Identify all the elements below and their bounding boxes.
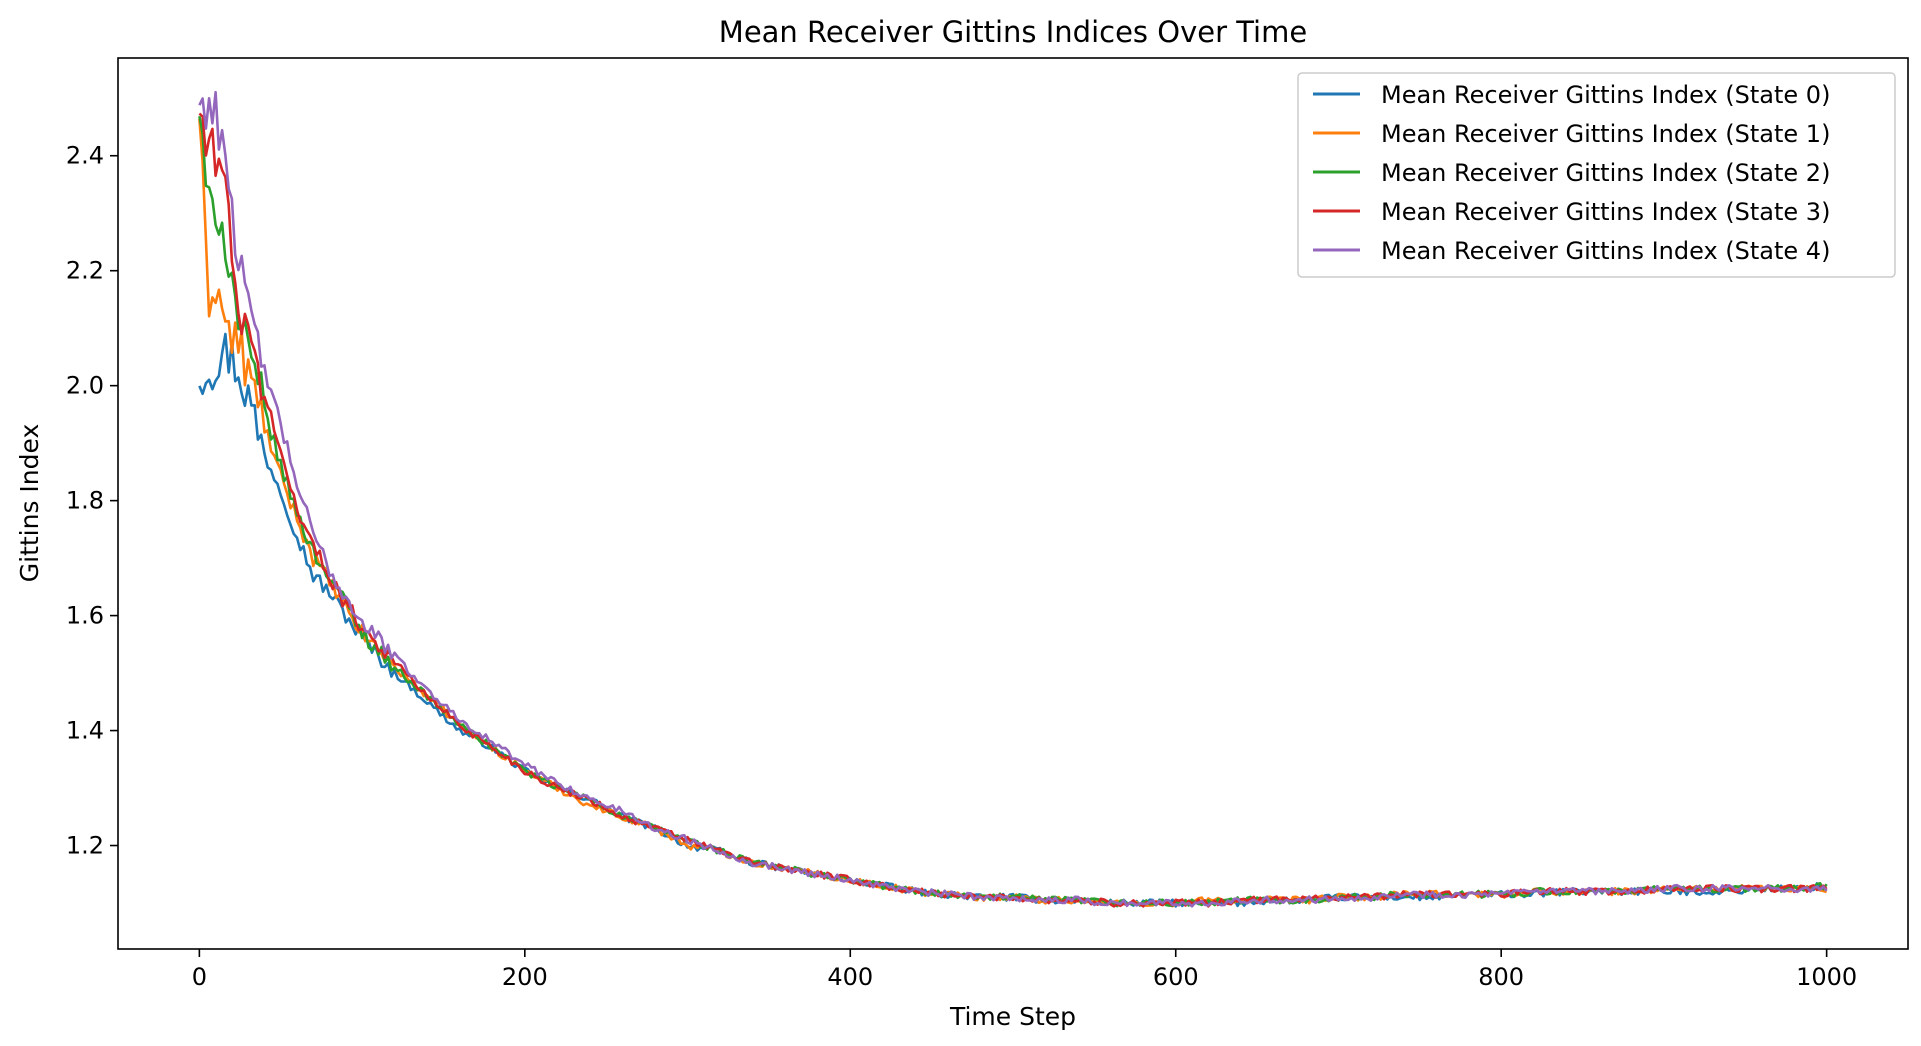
y-tick-label: 1.8: [66, 487, 104, 515]
legend-label-2: Mean Receiver Gittins Index (State 2): [1381, 159, 1830, 187]
y-tick-label: 2.0: [66, 372, 104, 400]
y-axis-title: Gittins Index: [15, 424, 44, 583]
legend: Mean Receiver Gittins Index (State 0) Mea…: [1297, 72, 1896, 278]
chart-title: Mean Receiver Gittins Indices Over Time: [719, 15, 1307, 49]
x-tick-label: 600: [1153, 963, 1199, 991]
legend-label-1: Mean Receiver Gittins Index (State 1): [1381, 120, 1830, 148]
legend-label-0: Mean Receiver Gittins Index (State 0): [1381, 81, 1830, 109]
series-layer: [198, 90, 1828, 908]
x-tick-label: 0: [192, 963, 207, 991]
x-tick-label: 400: [827, 963, 873, 991]
plot-frame: [117, 57, 1909, 950]
x-axis-title: Time Step: [949, 1002, 1076, 1031]
y-axis: 1.2 1.4 1.6 1.8 2.0 2.2 2.4: [66, 142, 118, 860]
legend-items: Mean Receiver Gittins Index (State 0) Mea…: [1313, 81, 1830, 265]
legend-label-3: Mean Receiver Gittins Index (State 3): [1381, 198, 1830, 226]
y-tick-label: 1.6: [66, 602, 104, 630]
x-tick-label: 200: [502, 963, 548, 991]
x-tick-label: 1000: [1796, 963, 1857, 991]
y-tick-label: 2.2: [66, 257, 104, 285]
series-line-4: [198, 90, 1828, 908]
legend-label-4: Mean Receiver Gittins Index (State 4): [1381, 237, 1830, 265]
legend-box: [1297, 72, 1896, 278]
x-tick-label: 800: [1478, 963, 1524, 991]
x-axis: 0 200 400 600 800 1000: [192, 949, 1857, 991]
y-tick-label: 2.4: [66, 142, 104, 170]
y-tick-label: 1.4: [66, 717, 104, 745]
y-tick-label: 1.2: [66, 832, 104, 860]
